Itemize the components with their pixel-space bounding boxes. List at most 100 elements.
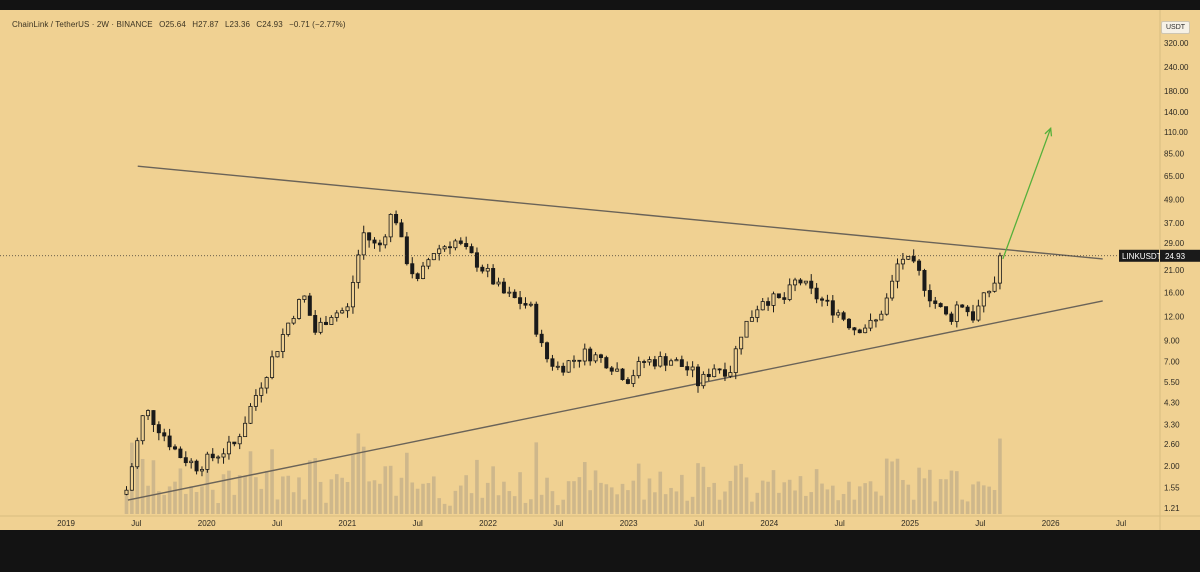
- volume-bar-66: [480, 497, 485, 514]
- candle-113: [733, 345, 738, 380]
- price-tick-label-8: 37.00: [1164, 219, 1185, 228]
- candle-69: [496, 277, 501, 287]
- price-tick-label-3: 140.00: [1164, 108, 1189, 117]
- time-tick-label-9: Jul: [694, 519, 704, 528]
- volume-bar-83: [572, 481, 576, 514]
- candle-61: [453, 238, 458, 251]
- candle-93: [625, 377, 630, 385]
- low-value: L23.36: [224, 20, 251, 29]
- candle-100: [663, 353, 668, 372]
- candle-91: [615, 362, 620, 372]
- price-tag-box: [1160, 249, 1200, 262]
- candle-30: [286, 322, 291, 337]
- candle-70: [501, 277, 506, 294]
- trendline-upper[interactable]: [137, 165, 1103, 260]
- candle-80: [555, 361, 560, 371]
- volume-bar-48: [383, 466, 388, 514]
- price-tag-value: 24.93: [1165, 252, 1186, 261]
- price-tick-label-20: 1.55: [1164, 483, 1180, 492]
- volume-bar-5: [151, 460, 156, 514]
- candle-128: [814, 283, 819, 304]
- volume-bar-107: [701, 466, 706, 514]
- high-value: H27.87: [192, 20, 219, 29]
- volume-bar-64: [469, 493, 474, 514]
- time-tick-label-2: 2020: [198, 519, 216, 528]
- volume-bar-63: [464, 475, 468, 514]
- candle-105: [690, 361, 695, 378]
- volume-bar-159: [981, 485, 986, 514]
- candle-11: [183, 451, 188, 467]
- price-tick-label-19: 2.00: [1164, 462, 1180, 471]
- candle-101: [669, 358, 674, 366]
- volume-bar-78: [545, 477, 549, 514]
- candle-109: [712, 364, 717, 378]
- time-tick-label-12: 2025: [901, 519, 919, 528]
- symbol-tag-label: LINKUSDT: [1122, 252, 1162, 261]
- volume-bar-140: [879, 495, 884, 514]
- candle-127: [809, 274, 814, 295]
- volume-bar-112: [728, 480, 733, 514]
- price-axis[interactable]: 320.00 240.00 180.00 140.00 110.00 85.00 65.00…: [1164, 39, 1189, 513]
- candle-41: [345, 303, 350, 318]
- candle-68: [491, 264, 496, 285]
- volume-bar-34: [308, 460, 312, 514]
- volume-bar-146: [911, 499, 916, 514]
- volume-bar-110: [717, 499, 722, 514]
- volume-bar-97: [647, 478, 652, 514]
- time-tick-label-1: Jul: [131, 519, 141, 528]
- time-tick-label-4: 2021: [338, 519, 356, 528]
- candle-161: [992, 276, 997, 293]
- volume-bar-3: [140, 458, 145, 514]
- candle-126: [803, 280, 808, 286]
- candle-45: [367, 232, 372, 248]
- candle-55: [421, 261, 426, 280]
- volume-bar-117: [755, 492, 760, 514]
- candle-35: [313, 310, 318, 335]
- candle-139: [873, 318, 878, 328]
- candle-74: [523, 297, 528, 309]
- candle-67: [485, 263, 490, 278]
- candle-21: [237, 433, 242, 450]
- volume-bar-162: [998, 438, 1002, 514]
- time-tick-label-10: 2024: [760, 519, 778, 528]
- volume-bar-47: [378, 483, 382, 514]
- volume-bar-161: [992, 490, 997, 514]
- volume-bar-77: [539, 494, 544, 514]
- candle-76: [534, 301, 539, 337]
- volume-bar-59: [442, 503, 447, 514]
- candle-54: [415, 272, 420, 282]
- candle-50: [394, 210, 399, 226]
- candle-12: [189, 458, 194, 469]
- symbol-legend: ChainLink / TetherUS · 2W · BINANCE O25.…: [12, 20, 350, 29]
- time-axis[interactable]: 2019 Jul 2020 Jul 2021 Jul 2022 Jul 2023 Jul 2024 J…: [57, 519, 1126, 528]
- volume-bar-40: [340, 477, 344, 514]
- candle-28: [275, 351, 280, 358]
- currency-unit-badge[interactable]: USDT: [1161, 21, 1191, 34]
- candle-34: [307, 292, 312, 316]
- symbol-name[interactable]: ChainLink / TetherUS · 2W · BINANCE: [12, 20, 153, 29]
- volume-bar-8: [167, 486, 172, 514]
- price-tick-label-6: 65.00: [1164, 172, 1185, 181]
- trendline-lower[interactable]: [127, 300, 1103, 501]
- volume-bar-16: [210, 489, 215, 514]
- projection-arrow-line[interactable]: [1002, 128, 1052, 260]
- volume-bar-44: [361, 446, 366, 514]
- price-tick-label-14: 7.00: [1164, 358, 1180, 367]
- volume-bar-13: [194, 491, 199, 514]
- volume-bar-29: [281, 476, 285, 514]
- candle-130: [825, 294, 830, 307]
- volume-bar-96: [642, 499, 646, 514]
- price-tick-label-12: 12.00: [1164, 313, 1185, 322]
- volume-bar-58: [437, 498, 442, 514]
- price-tick-label-7: 49.00: [1164, 195, 1185, 204]
- volume-bar-116: [750, 501, 754, 514]
- time-tick-label-0: 2019: [57, 519, 75, 528]
- candle-0: [124, 486, 129, 496]
- volume-bar-106: [696, 463, 700, 514]
- volume-bar-72: [512, 496, 517, 514]
- volume-bar-86: [588, 490, 592, 514]
- change-value: −0.71 (−2.77%): [289, 20, 346, 29]
- volume-bar-0: [124, 494, 129, 514]
